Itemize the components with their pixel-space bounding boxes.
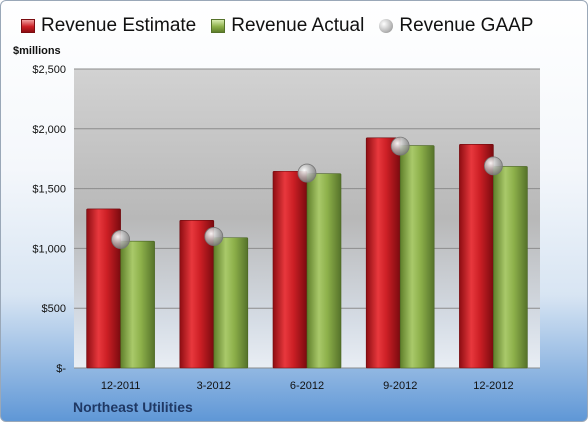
legend-label-estimate: Revenue Estimate [41,15,197,36]
marker-gaap-12-2011 [111,230,130,249]
x-tick-label: 6-2012 [290,380,324,392]
bar-actual-12-2011 [120,240,155,369]
company-name: Northeast Utilities [73,399,193,415]
marker-gaap-9-2012 [390,136,410,156]
legend-label-actual: Revenue Actual [231,15,365,36]
bar-actual-3-2012 [213,237,249,369]
x-tick-label: 12-2012 [473,380,513,392]
y-tick-label: $2,000 [32,124,66,136]
x-tick-label: 9-2012 [383,380,417,392]
estimate-swatch-icon [21,19,35,33]
y-tick-label: $500 [42,303,66,315]
y-tick-label: $- [56,363,66,375]
marker-gaap-6-2012 [297,163,317,183]
x-tick-label: 3-2012 [197,380,231,392]
bar-actual-12-2012 [493,166,528,369]
marker-gaap-3-2012 [204,227,224,246]
marker-gaap-12-2012 [483,156,503,176]
y-tick-label: $2,500 [32,64,66,76]
gaap-marker-icon [379,19,394,33]
legend-item-actual: Revenue Actual [211,15,364,37]
x-tick-label: 12-2011 [101,380,141,392]
bar-estimate-6-2012 [272,170,308,369]
y-tick-label: $1,000 [32,243,66,255]
y-axis-unit-label: $millions [13,45,61,57]
bar-estimate-9-2012 [365,137,401,369]
y-tick-label: $1,500 [32,184,66,196]
bar-actual-6-2012 [306,173,342,369]
actual-swatch-icon [211,19,226,33]
bar-actual-9-2012 [399,145,435,369]
legend-item-estimate: Revenue Estimate [21,15,196,37]
legend-label-gaap: Revenue GAAP [399,15,534,36]
legend-item-gaap: Revenue GAAP [379,15,533,37]
legend: Revenue Estimate Revenue Actual Revenue … [21,15,548,37]
bar-estimate-12-2012 [459,144,494,369]
